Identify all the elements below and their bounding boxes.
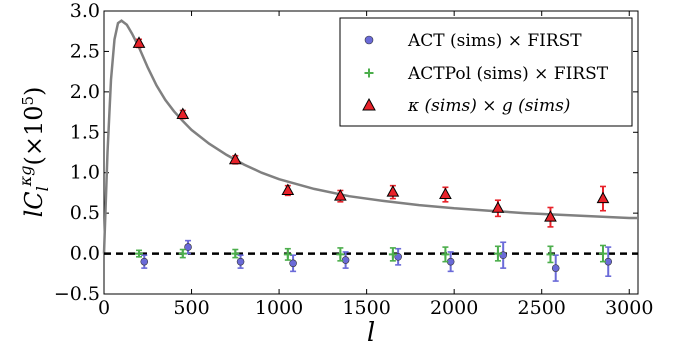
y-axis-label-superscript: κg: [16, 166, 35, 188]
data-point-triangle: [281, 183, 295, 196]
y-tick-label: 0.0: [70, 243, 100, 265]
x-tick-label: 2500: [518, 297, 566, 319]
y-axis-label-c: C: [20, 191, 48, 209]
data-point-plus: [135, 249, 144, 258]
y-tick-label: 1.5: [70, 121, 100, 143]
svg-text:lClκg(×105): lClκg(×105): [16, 87, 52, 218]
data-point-plus: [598, 249, 607, 258]
x-axis-label: l: [367, 318, 375, 348]
theory-curve-group: [102, 19, 638, 254]
legend-marker-circle: [364, 35, 374, 45]
legend-entry-actpol: ACTPol (sims) × FIRST: [364, 64, 609, 84]
legend-label-act: ACT (sims) × FIRST: [407, 31, 582, 51]
axis-labels: l lClκg(×105): [16, 87, 375, 348]
data-point-triangle: [176, 107, 190, 119]
y-axis-label-l: l: [20, 210, 48, 218]
data-point-triangle: [491, 201, 505, 213]
y-tick-label: 0.5: [70, 202, 100, 224]
legend: ACT (sims) × FIRST ACTPol (sims) × FIRST…: [339, 17, 633, 127]
data-point-plus: [493, 249, 502, 258]
y-tick-label: 2.0: [70, 81, 100, 103]
data-point-circle: [140, 257, 149, 266]
data-point-triangle: [334, 189, 347, 201]
y-axis-label-close: ): [20, 87, 48, 96]
data-point-plus: [178, 249, 187, 258]
legend-label-kappa: κ (sims) × g (sims): [407, 96, 570, 116]
x-tick-label: 3000: [605, 297, 653, 319]
legend-label-actpol: ACTPol (sims) × FIRST: [407, 64, 609, 84]
plot-area: 0 500 1000 1500 2000 2500 3000 −0.5 0.0 0.5 1.0 1.…: [54, 0, 654, 319]
x-tick-label: 500: [173, 297, 209, 319]
data-point-plus: [231, 249, 240, 258]
plot-frame: [103, 10, 639, 295]
legend-entry-kappa: κ (sims) × g (sims): [362, 96, 570, 116]
x-tick-label: 2000: [430, 297, 478, 319]
x-axis-ticks: 0 500 1000 1500 2000 2500 3000: [98, 11, 653, 319]
y-axis-label-factor: (×10: [20, 105, 48, 165]
data-point-plus: [283, 250, 292, 259]
legend-box: [339, 17, 633, 127]
x-tick-label: 1500: [342, 297, 390, 319]
data-point-circle: [289, 259, 297, 268]
data-point-triangle: [132, 36, 146, 48]
data-point-triangle: [228, 152, 242, 165]
data-point-circle: [551, 264, 560, 272]
x-tick-label: 1000: [255, 297, 303, 319]
theory-curve: [102, 19, 638, 254]
series-0: [140, 239, 613, 282]
data-point-triangle: [544, 210, 557, 222]
data-point-circle: [236, 257, 245, 266]
y-tick-label: 1.0: [70, 162, 100, 184]
data-point-plus: [441, 250, 450, 259]
y-axis-label-exponent: 5: [19, 96, 37, 106]
data-point-triangle: [439, 187, 452, 200]
y-axis-label: lClκg(×105): [16, 87, 52, 218]
data-point-plus: [336, 250, 345, 259]
y-tick-label: 3.0: [70, 0, 100, 22]
data-point-plus: [388, 250, 397, 259]
legend-entry-act: ACT (sims) × FIRST: [364, 31, 582, 51]
legend-marker-plus: [364, 68, 374, 78]
y-tick-label: −0.5: [54, 283, 100, 305]
data-point-circle: [184, 243, 192, 251]
data-point-triangle: [386, 185, 400, 197]
data-marks: [132, 36, 613, 282]
data-point-circle: [341, 256, 350, 264]
y-axis-ticks: −0.5 0.0 0.5 1.0 1.5 2.0 2.5 3.0: [54, 0, 638, 305]
y-tick-label: 2.5: [70, 40, 100, 62]
y-axis-label-subscript: l: [33, 186, 52, 191]
series-1: [135, 244, 607, 264]
x-tick-label: 0: [98, 297, 110, 319]
series-2: [132, 36, 610, 228]
legend-marker-triangle: [362, 97, 376, 111]
data-point-plus: [546, 250, 555, 259]
data-point-triangle: [596, 191, 610, 204]
